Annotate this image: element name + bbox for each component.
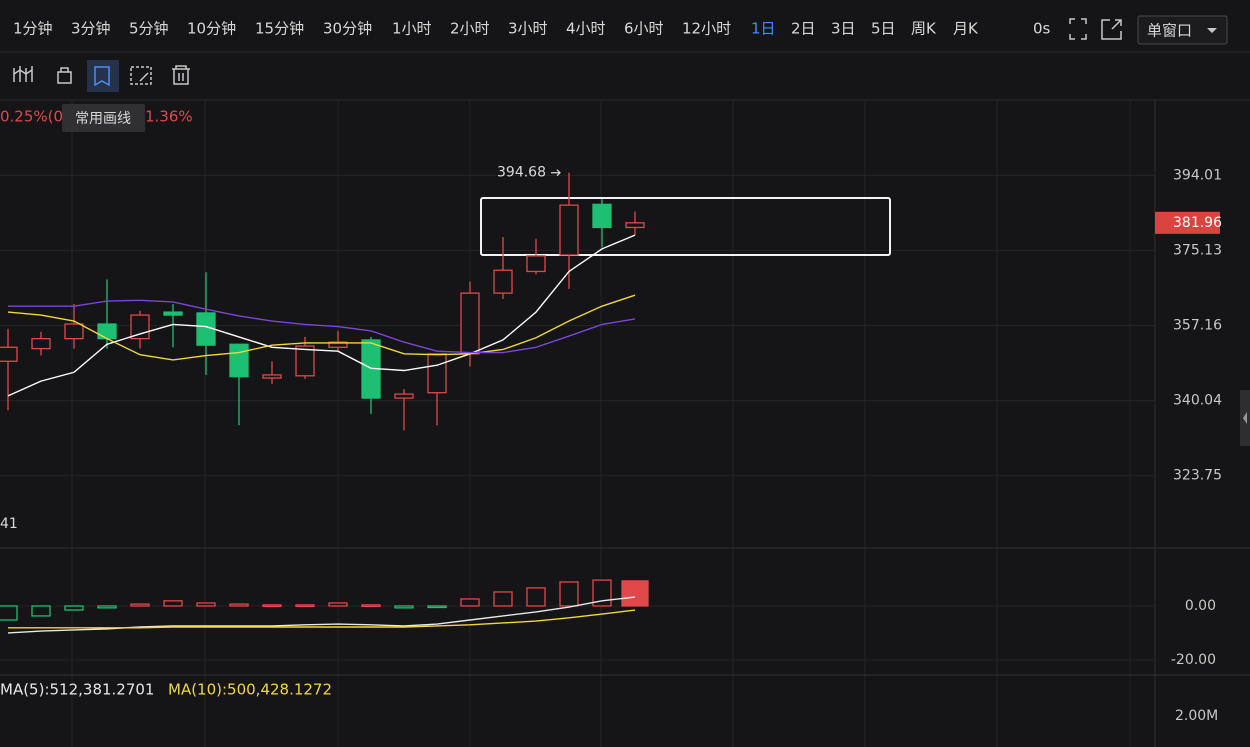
macd-bar	[621, 580, 649, 607]
y-tick-label: 357.16	[1173, 317, 1222, 333]
candle-body	[0, 346, 18, 362]
candle-body	[31, 338, 51, 350]
candle-body	[97, 323, 117, 340]
y-tick-label: -20.00	[1171, 652, 1216, 668]
y-tick-label: 375.13	[1173, 242, 1222, 258]
macd-bar	[295, 604, 315, 608]
window-mode-label[interactable]: 单窗口	[1147, 22, 1192, 40]
macd-bar	[592, 579, 612, 607]
indicator-line	[7, 294, 636, 361]
handle-arrow	[1243, 412, 1247, 424]
interval-button[interactable]: 15分钟	[255, 20, 304, 38]
drawing-tools	[13, 60, 190, 92]
fullscreen-button[interactable]	[1069, 18, 1087, 40]
macd-bar	[493, 591, 513, 607]
indicator-tool[interactable]	[13, 66, 33, 82]
change-percent-fragment: 0.25%(0	[0, 108, 63, 126]
interval-button[interactable]: 1日	[751, 20, 776, 38]
volume-axis-label: 2.00M	[1175, 708, 1218, 724]
window-mode-dropdown[interactable]	[1137, 15, 1228, 45]
candle-body	[394, 393, 414, 399]
candle-body	[592, 203, 612, 229]
candle-body	[427, 353, 447, 394]
vertical-grid	[71, 100, 1131, 747]
candle-body	[163, 311, 183, 316]
drawn-rectangle[interactable]	[480, 197, 891, 256]
indicator-line	[8, 609, 636, 629]
tooltip-text: 常用画线	[75, 111, 131, 127]
interval-button[interactable]: 5分钟	[129, 20, 169, 38]
interval-button[interactable]: 30分钟	[323, 20, 372, 38]
macd-bar	[31, 605, 51, 617]
volume-ma5: MA(5):512,381.2701	[0, 681, 154, 699]
volume-ma10: MA(10):500,428.1272	[168, 681, 332, 699]
interval-button[interactable]: 2日	[791, 20, 816, 38]
interval-button[interactable]: 4小时	[566, 20, 606, 38]
interval-button[interactable]: 2小时	[450, 20, 490, 38]
high-marker-arrow	[551, 169, 561, 177]
amplitude-fragment: 1.36%	[145, 108, 193, 126]
last-price-label: 381.96	[1173, 215, 1222, 231]
candle-body	[493, 269, 513, 294]
macd-bar	[559, 581, 579, 607]
macd-bar	[97, 605, 117, 609]
y-tick-label: 394.01	[1173, 167, 1222, 183]
candle-body	[64, 323, 84, 340]
macd-bar	[163, 600, 183, 607]
indicator-line	[7, 234, 636, 397]
y-tick-label: 340.04	[1173, 393, 1222, 409]
candle-body	[460, 292, 480, 355]
active-tool-highlight	[87, 60, 119, 92]
interval-button[interactable]: 12小时	[682, 20, 731, 38]
macd-bar	[361, 604, 381, 608]
last-price-tag	[1155, 211, 1220, 234]
draw-settings-tool[interactable]	[130, 66, 152, 85]
macd-bar	[328, 602, 348, 607]
candle-body	[625, 222, 645, 229]
lock-tool[interactable]	[57, 67, 72, 84]
interval-button[interactable]: 1小时	[392, 20, 432, 38]
macd-bar	[394, 605, 414, 609]
y-tick-label: 323.75	[1173, 468, 1222, 484]
dropdown-caret	[1207, 28, 1217, 33]
interval-button[interactable]: 1分钟	[13, 20, 53, 38]
interval-button[interactable]: 3日	[831, 20, 856, 38]
macd-bar	[427, 605, 447, 609]
refresh-rate[interactable]: 0s	[1033, 20, 1051, 38]
interval-button[interactable]: 3分钟	[71, 20, 111, 38]
line-drawing-tool[interactable]	[94, 66, 110, 87]
tooltip-box	[62, 104, 145, 132]
interval-button[interactable]: 5日	[871, 20, 896, 38]
indicator-fragment: 41	[0, 516, 18, 532]
high-marker-label: 394.68	[497, 165, 546, 181]
indicator-line	[7, 596, 636, 634]
candle-body	[130, 314, 150, 340]
candle-body	[262, 374, 282, 379]
popout-button[interactable]	[1101, 19, 1122, 40]
macd-bar	[526, 587, 546, 607]
candle-body	[559, 204, 579, 256]
macd-bar	[229, 603, 249, 607]
delete-tool[interactable]	[172, 65, 190, 85]
macd-bar	[460, 598, 480, 607]
y-tick-label: 0.00	[1185, 598, 1216, 614]
macd-bar	[64, 605, 84, 611]
indicator-line	[8, 299, 636, 354]
macd-bar	[262, 604, 282, 608]
candle-body	[526, 255, 546, 273]
candle-body	[328, 341, 348, 348]
macd-bar	[196, 602, 216, 607]
candle-body	[295, 345, 315, 377]
macd-bar	[0, 605, 18, 621]
macd-bar	[130, 603, 150, 607]
interval-button[interactable]: 6小时	[624, 20, 664, 38]
interval-button[interactable]: 周K	[911, 20, 937, 38]
interval-button[interactable]: 月K	[953, 20, 979, 38]
candle-body	[229, 343, 249, 378]
interval-button[interactable]: 10分钟	[187, 20, 236, 38]
interval-button[interactable]: 3小时	[508, 20, 548, 38]
